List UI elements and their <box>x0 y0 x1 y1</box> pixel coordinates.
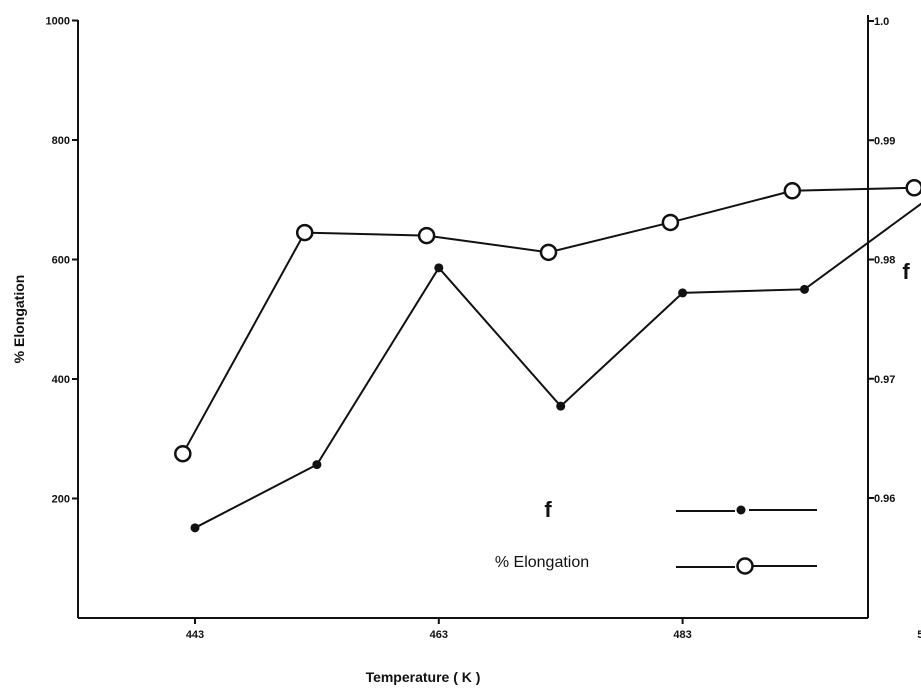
f-point <box>312 460 322 470</box>
f-point <box>190 523 200 533</box>
elongation-point <box>539 243 558 262</box>
x-tick-label: 503 <box>917 629 921 641</box>
right-y-tick-label: 0.98 <box>874 255 895 267</box>
x-axis-label: Temperature ( K ) <box>366 669 481 685</box>
f-point <box>678 288 688 298</box>
elongation-point <box>295 223 314 242</box>
right-y-tick-label: 0.97 <box>874 374 895 386</box>
left-y-tick-label: 800 <box>52 135 70 147</box>
elongation-series-line <box>181 186 921 455</box>
f-point <box>434 263 444 273</box>
x-tick-label: 483 <box>673 629 691 641</box>
f-point <box>556 401 566 411</box>
elongation-point <box>905 179 921 197</box>
series-layer <box>174 179 921 533</box>
legend-label-f: f <box>544 497 552 522</box>
legend-f-marker <box>736 505 746 515</box>
left-y-tick-label: 600 <box>52 255 70 267</box>
legend-elongation-marker <box>736 557 754 575</box>
axes-layer <box>77 15 869 619</box>
f-series-line <box>194 202 921 529</box>
left-y-tick-label: 200 <box>52 494 70 506</box>
right-y-axis-label: f <box>902 259 910 284</box>
left-y-axis-label: % Elongation <box>11 275 27 364</box>
left-y-tick-label: 1000 <box>46 16 70 28</box>
x-tick-label: 463 <box>430 629 448 641</box>
x-tick-label: 443 <box>186 629 204 641</box>
left-y-tick-label: 400 <box>52 374 70 386</box>
elongation-point <box>661 213 680 232</box>
ticks-layer: 44346348350352354320040060080010000.960.… <box>46 16 921 642</box>
right-y-tick-label: 1.0 <box>874 16 889 28</box>
elongation-point <box>174 444 192 463</box>
elongation-point <box>783 182 802 200</box>
right-y-tick-label: 0.96 <box>874 493 895 505</box>
right-y-tick-label: 0.99 <box>874 135 895 147</box>
legend: f % Elongation <box>495 497 817 575</box>
elongation-point <box>417 226 436 245</box>
legend-label-elongation: % Elongation <box>495 554 589 571</box>
f-point <box>800 284 809 294</box>
